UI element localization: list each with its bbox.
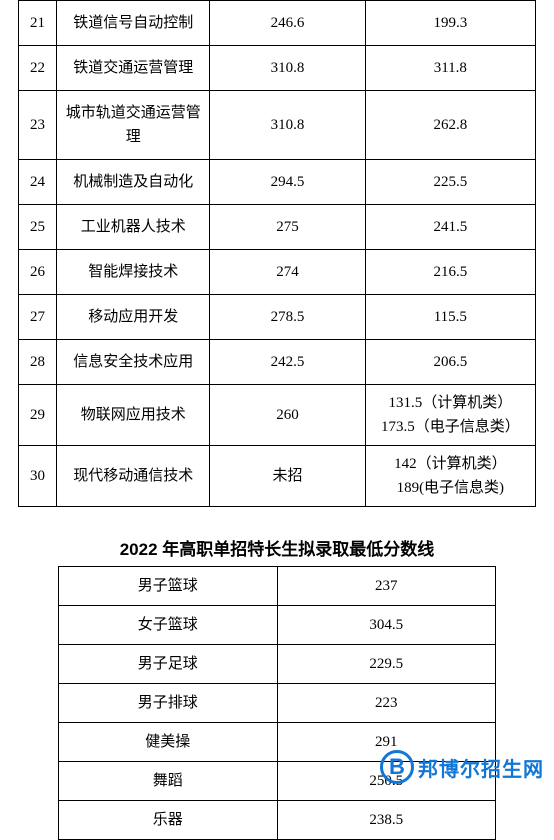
cell-score2: 311.8 — [365, 46, 535, 91]
cell-score: 223 — [277, 684, 496, 723]
cell-idx: 21 — [19, 1, 57, 46]
table-row: 23城市轨道交通运营管理310.8262.8 — [19, 91, 536, 160]
cell-score1: 242.5 — [210, 340, 365, 385]
cell-idx: 25 — [19, 205, 57, 250]
cell-idx: 22 — [19, 46, 57, 91]
cell-score1: 310.8 — [210, 91, 365, 160]
cell-major: 工业机器人技术 — [57, 205, 210, 250]
cell-idx: 30 — [19, 446, 57, 507]
table-row: 女子篮球304.5 — [59, 606, 496, 645]
table-row: 26智能焊接技术274216.5 — [19, 250, 536, 295]
cell-idx: 28 — [19, 340, 57, 385]
table-row: 男子篮球237 — [59, 567, 496, 606]
cell-idx: 29 — [19, 385, 57, 446]
cell-score2: 206.5 — [365, 340, 535, 385]
cell-major: 城市轨道交通运营管理 — [57, 91, 210, 160]
cell-idx: 26 — [19, 250, 57, 295]
main-score-table: 21铁道信号自动控制246.6199.322铁道交通运营管理310.8311.8… — [18, 0, 536, 507]
cell-score2: 199.3 — [365, 1, 535, 46]
cell-score2: 216.5 — [365, 250, 535, 295]
cell-score: 304.5 — [277, 606, 496, 645]
watermark-text: 邦博尔招生网 — [418, 753, 544, 782]
cell-major: 物联网应用技术 — [57, 385, 210, 446]
cell-category: 健美操 — [59, 723, 278, 762]
cell-score1: 未招 — [210, 446, 365, 507]
watermark-icon: B — [380, 750, 414, 784]
cell-score1: 260 — [210, 385, 365, 446]
cell-major: 机械制造及自动化 — [57, 160, 210, 205]
cell-category: 乐器 — [59, 801, 278, 840]
cell-category: 男子足球 — [59, 645, 278, 684]
table-row: 24机械制造及自动化294.5225.5 — [19, 160, 536, 205]
special-title: 2022 年高职单招特长生拟录取最低分数线 — [18, 535, 536, 560]
cell-score2: 115.5 — [365, 295, 535, 340]
table-row: 25工业机器人技术275241.5 — [19, 205, 536, 250]
cell-major: 智能焊接技术 — [57, 250, 210, 295]
cell-category: 女子篮球 — [59, 606, 278, 645]
cell-idx: 24 — [19, 160, 57, 205]
special-score-table: 男子篮球237女子篮球304.5男子足球229.5男子排球223健美操291舞蹈… — [58, 566, 496, 840]
table-row: 21铁道信号自动控制246.6199.3 — [19, 1, 536, 46]
table-row: 男子足球229.5 — [59, 645, 496, 684]
table-row: 30现代移动通信技术未招142（计算机类）189(电子信息类) — [19, 446, 536, 507]
cell-score2: 241.5 — [365, 205, 535, 250]
cell-score1: 274 — [210, 250, 365, 295]
cell-score: 238.5 — [277, 801, 496, 840]
cell-idx: 27 — [19, 295, 57, 340]
table-row: 27移动应用开发278.5115.5 — [19, 295, 536, 340]
cell-category: 男子篮球 — [59, 567, 278, 606]
cell-score: 229.5 — [277, 645, 496, 684]
cell-score1: 294.5 — [210, 160, 365, 205]
table-row: 男子排球223 — [59, 684, 496, 723]
cell-major: 铁道交通运营管理 — [57, 46, 210, 91]
cell-score: 237 — [277, 567, 496, 606]
cell-category: 男子排球 — [59, 684, 278, 723]
cell-category: 舞蹈 — [59, 762, 278, 801]
cell-score2: 131.5（计算机类）173.5（电子信息类） — [365, 385, 535, 446]
cell-major: 现代移动通信技术 — [57, 446, 210, 507]
table-row: 29物联网应用技术260131.5（计算机类）173.5（电子信息类） — [19, 385, 536, 446]
cell-major: 铁道信号自动控制 — [57, 1, 210, 46]
cell-idx: 23 — [19, 91, 57, 160]
cell-score2: 225.5 — [365, 160, 535, 205]
cell-score1: 275 — [210, 205, 365, 250]
cell-score1: 310.8 — [210, 46, 365, 91]
cell-score2: 262.8 — [365, 91, 535, 160]
cell-score2: 142（计算机类）189(电子信息类) — [365, 446, 535, 507]
table-row: 28信息安全技术应用242.5206.5 — [19, 340, 536, 385]
table-row: 22铁道交通运营管理310.8311.8 — [19, 46, 536, 91]
cell-score1: 278.5 — [210, 295, 365, 340]
cell-score1: 246.6 — [210, 1, 365, 46]
watermark: B 邦博尔招生网 — [380, 750, 544, 784]
cell-major: 信息安全技术应用 — [57, 340, 210, 385]
table-row: 乐器238.5 — [59, 801, 496, 840]
cell-major: 移动应用开发 — [57, 295, 210, 340]
